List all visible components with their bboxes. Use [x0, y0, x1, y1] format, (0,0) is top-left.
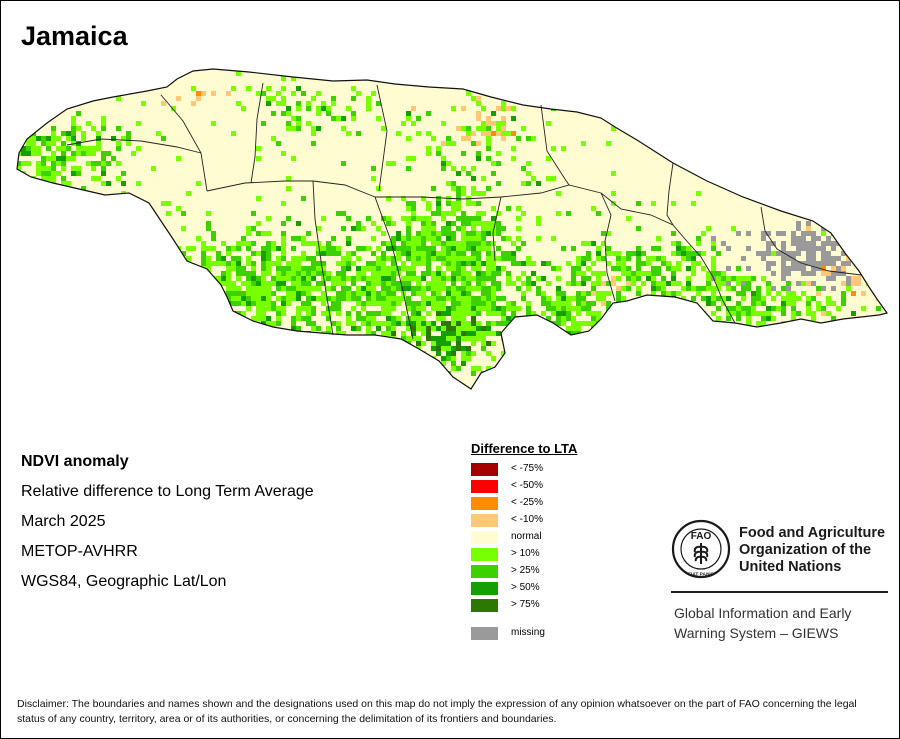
- legend-label: > 50%: [511, 582, 540, 593]
- legend-item: > 10%: [471, 546, 577, 563]
- parish-boundary: [540, 104, 570, 186]
- map-title: Jamaica: [21, 21, 128, 51]
- product-name: NDVI anomaly: [21, 453, 129, 470]
- parish-boundary: [600, 192, 736, 324]
- fao-divider: [671, 591, 888, 593]
- parish-boundary: [160, 94, 208, 192]
- parish-boundary: [376, 84, 388, 192]
- legend-swatch: [471, 480, 498, 493]
- map-info-block: NDVI anomaly Relative difference to Long…: [21, 447, 314, 597]
- parish-boundary: [206, 180, 313, 192]
- legend-title: Difference to LTA: [471, 441, 578, 456]
- product-date: March 2025: [21, 513, 106, 530]
- legend-label: normal: [511, 531, 542, 542]
- parish-boundary: [374, 196, 414, 340]
- parish-boundary: [600, 192, 616, 302]
- parish-boundary: [312, 180, 376, 198]
- fao-logo-text: FAO: [691, 531, 712, 542]
- legend-label: < -25%: [511, 497, 543, 508]
- parish-boundary: [492, 196, 502, 262]
- parish-boundary: [66, 138, 202, 154]
- fao-motto-text: FIAT PANIS: [688, 572, 715, 578]
- parish-boundary: [666, 162, 674, 226]
- parish-boundary: [760, 206, 862, 276]
- legend-item: > 25%: [471, 563, 577, 580]
- giews-name: Global Information and Early Warning Sys…: [674, 605, 852, 641]
- fao-branding: FAO FIAT PANIS Food and Agriculture Orga…: [671, 519, 889, 649]
- legend-label: missing: [511, 627, 545, 638]
- legend-item: < -10%: [471, 512, 577, 529]
- legend-swatch: [471, 514, 498, 527]
- legend-item: < -25%: [471, 495, 577, 512]
- legend-swatch-missing: [471, 627, 498, 640]
- fao-name: Food and Agriculture Organization of the…: [739, 525, 886, 575]
- parish-boundary: [250, 82, 264, 184]
- legend-swatch: [471, 565, 498, 578]
- legend-item: > 75%: [471, 597, 577, 614]
- legend-item: < -75%: [471, 461, 577, 478]
- legend-swatch: [471, 582, 498, 595]
- legend-item-missing: missing: [471, 625, 577, 642]
- jamaica-coastline: [16, 68, 889, 390]
- legend-swatch: [471, 497, 498, 510]
- jamaica-land-area: [17, 69, 887, 389]
- legend-label: < -50%: [511, 480, 543, 491]
- legend-swatch: [471, 548, 498, 561]
- legend-label: > 10%: [511, 548, 540, 559]
- legend-item: normal: [471, 529, 577, 546]
- product-projection: WGS84, Geographic Lat/Lon: [21, 573, 227, 590]
- legend-swatch: [471, 531, 498, 544]
- parish-boundaries: [66, 82, 862, 340]
- legend-label: > 75%: [511, 599, 540, 610]
- disclaimer-text: Disclaimer: The boundaries and names sho…: [17, 698, 857, 725]
- legend-swatch: [471, 599, 498, 612]
- product-sensor: METOP-AVHRR: [21, 543, 138, 560]
- legend-label: < -75%: [511, 463, 543, 474]
- legend-label: > 25%: [511, 565, 540, 576]
- legend-item: > 50%: [471, 580, 577, 597]
- legend: Difference to LTA < -75% < -50% < -25% <…: [471, 441, 577, 642]
- legend-swatch: [471, 463, 498, 476]
- product-description: Relative difference to Long Term Average: [21, 483, 314, 500]
- fao-logo-icon: FAO FIAT PANIS: [671, 519, 731, 579]
- legend-label: < -10%: [511, 514, 543, 525]
- legend-item: < -50%: [471, 478, 577, 495]
- parish-boundary: [312, 180, 334, 336]
